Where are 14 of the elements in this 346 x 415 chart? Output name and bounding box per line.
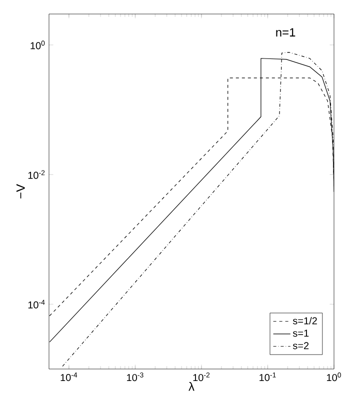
x-tick-label: 10$^{0}$ — [327, 372, 341, 382]
x-tick-label: 10$^{-1}$ — [260, 372, 276, 382]
y-tick-label: 10$^{-2}$ — [28, 170, 45, 179]
y-axis-title: −V — [16, 184, 25, 198]
legend-label: s=1 — [292, 330, 309, 337]
x-axis-title: λ — [188, 382, 194, 391]
legend-label: s=2 — [292, 342, 309, 350]
legend-label: s=1/2 — [292, 316, 317, 324]
x-tick-label: 10$^{-2}$ — [193, 372, 210, 382]
annotation: n=1 — [276, 28, 296, 36]
y-tick-label: 10$^{0}$ — [30, 40, 45, 50]
y-tick-label: 10$^{-4}$ — [28, 300, 45, 308]
x-tick-label: 10$^{-4}$ — [60, 372, 78, 382]
x-tick-label: 10$^{-3}$ — [127, 372, 144, 382]
